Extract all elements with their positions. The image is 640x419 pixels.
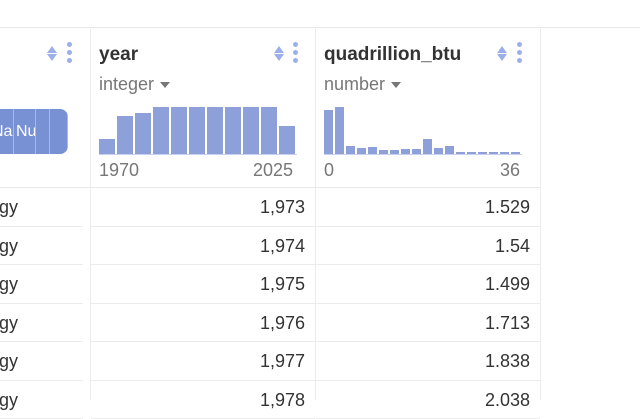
table-cell[interactable]: 1.838 <box>316 342 540 381</box>
category-segment[interactable] <box>50 109 68 154</box>
table-cell[interactable]: rgy <box>0 265 83 304</box>
histogram-bar[interactable] <box>117 116 133 154</box>
histogram-bar[interactable] <box>153 107 169 154</box>
table-cell[interactable]: 1.54 <box>316 227 540 266</box>
category-segment[interactable] <box>36 109 50 154</box>
more-options-icon[interactable] <box>517 42 523 64</box>
more-options-icon[interactable] <box>293 42 299 64</box>
histogram-bar[interactable] <box>171 107 187 154</box>
histogram-bar[interactable] <box>379 150 388 154</box>
range-min: 0 <box>324 160 334 181</box>
sort-icon[interactable] <box>47 45 57 63</box>
range-min: 1970 <box>99 160 139 181</box>
histogram-bar[interactable] <box>243 107 259 154</box>
table-cell[interactable]: 1,976 <box>91 304 315 343</box>
histogram-bar[interactable] <box>445 146 454 154</box>
table-cell[interactable]: 1.529 <box>316 188 540 227</box>
range-max: 2025 <box>253 160 293 181</box>
top-bar <box>0 0 640 28</box>
histogram-bar[interactable] <box>434 148 443 154</box>
caret-down-icon <box>391 82 401 88</box>
table-cell[interactable]: 1,977 <box>91 342 315 381</box>
histogram[interactable] <box>99 107 297 155</box>
column-header[interactable]: quadrillion_btu number 0 36 <box>316 29 540 188</box>
caret-down-icon <box>160 82 170 88</box>
column-name: year <box>99 44 138 66</box>
sort-icon[interactable] <box>497 45 507 63</box>
table-cell[interactable]: 1.713 <box>316 304 540 343</box>
table-cell[interactable]: 1,975 <box>91 265 315 304</box>
histogram-bar[interactable] <box>335 107 344 154</box>
category-summary-bar[interactable]: Na Nu <box>0 109 68 154</box>
histogram-bar[interactable] <box>511 152 520 154</box>
table-cell[interactable]: 1,974 <box>91 227 315 266</box>
more-options-icon[interactable] <box>67 42 73 64</box>
type-label: integer <box>99 74 154 94</box>
histogram-bar[interactable] <box>489 152 498 154</box>
table-cell[interactable]: rgy <box>0 227 83 266</box>
range-max: 36 <box>500 160 520 181</box>
category-segment[interactable]: Na <box>0 109 14 154</box>
table-cell[interactable]: rgy <box>0 304 83 343</box>
table-cell[interactable]: rgy <box>0 188 83 227</box>
sort-icon[interactable] <box>274 45 284 63</box>
histogram-bar[interactable] <box>189 107 205 154</box>
table-cell[interactable]: 1,973 <box>91 188 315 227</box>
column-category: Na Nu rgyrgyrgyrgyrgyrgy <box>0 29 91 400</box>
histogram-bar[interactable] <box>225 107 241 154</box>
histogram-bar[interactable] <box>401 149 410 154</box>
histogram-bar[interactable] <box>412 149 421 154</box>
table-cell[interactable]: rgy <box>0 342 83 381</box>
histogram-bar[interactable] <box>324 110 333 154</box>
column-header[interactable]: year integer 1970 2025 <box>91 29 315 188</box>
histogram-bar[interactable] <box>368 147 377 154</box>
histogram-bar[interactable] <box>467 152 476 154</box>
histogram-bar[interactable] <box>346 146 355 154</box>
histogram[interactable] <box>324 107 522 155</box>
type-select[interactable]: integer <box>99 74 170 95</box>
histogram-bar[interactable] <box>261 107 277 154</box>
column-header[interactable]: Na Nu <box>0 29 90 188</box>
category-segment[interactable]: Nu <box>14 109 36 154</box>
histogram-bar[interactable] <box>357 148 366 154</box>
histogram-bar[interactable] <box>279 126 295 154</box>
type-select[interactable]: number <box>324 74 401 95</box>
histogram-bar[interactable] <box>390 150 399 154</box>
histogram-bar[interactable] <box>135 113 151 154</box>
type-label: number <box>324 74 385 94</box>
histogram-bar[interactable] <box>456 152 465 154</box>
table-cell[interactable]: 1.499 <box>316 265 540 304</box>
column-name: quadrillion_btu <box>324 44 461 66</box>
histogram-bar[interactable] <box>207 107 223 154</box>
histogram-bar[interactable] <box>500 152 509 154</box>
histogram-bar[interactable] <box>99 139 115 155</box>
histogram-bar[interactable] <box>423 139 432 155</box>
histogram-bar[interactable] <box>478 152 487 154</box>
